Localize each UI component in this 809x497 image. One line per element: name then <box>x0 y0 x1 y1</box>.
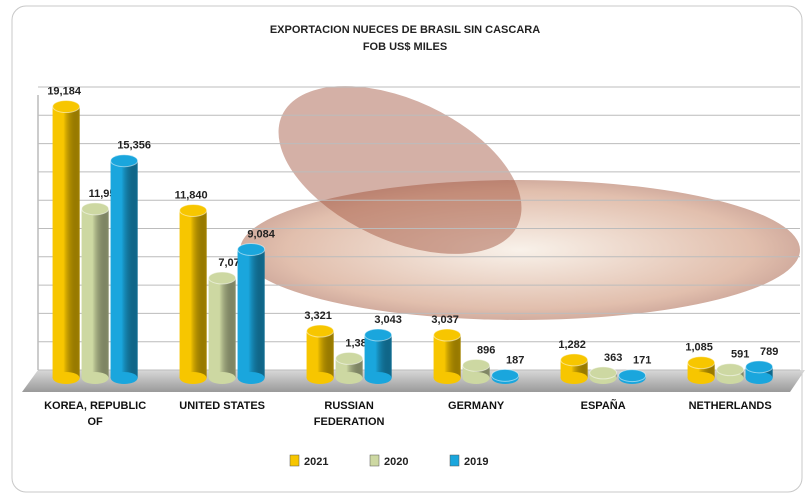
bar-bottom <box>179 372 207 384</box>
bar <box>81 202 110 384</box>
x-tick-label: UNITED STATES <box>179 400 266 412</box>
bar-top <box>364 328 393 342</box>
bar-top <box>589 366 618 380</box>
legend-label: 2021 <box>304 456 328 468</box>
bar-top <box>237 242 266 256</box>
chart-title: EXPORTACION NUECES DE BRASIL SIN CASCARA <box>270 24 540 36</box>
bar <box>110 154 139 384</box>
bar <box>491 368 520 384</box>
bar-bottom <box>81 372 109 384</box>
bar-top <box>335 351 364 365</box>
bar-bottom <box>687 372 715 384</box>
bar <box>364 328 393 384</box>
value-label: 1,282 <box>558 339 586 351</box>
value-label: 896 <box>477 344 495 356</box>
legend-label: 2019 <box>464 456 488 468</box>
bar-top <box>52 100 81 114</box>
value-label: 3,043 <box>374 314 402 326</box>
bar-top <box>491 368 520 382</box>
bar-top <box>462 358 491 372</box>
bar-shade <box>306 331 334 378</box>
bar <box>687 356 716 384</box>
chart-subtitle: FOB US$ MILES <box>363 41 447 53</box>
value-label: 363 <box>604 352 622 364</box>
bar-bottom <box>560 372 588 384</box>
bar-bottom <box>335 372 363 384</box>
bar <box>745 360 774 384</box>
bar <box>335 351 364 384</box>
value-label: 1,085 <box>685 342 713 354</box>
x-tick-label: NETHERLANDS <box>688 400 772 412</box>
bar-top <box>306 324 335 338</box>
bar-shade <box>433 335 461 378</box>
bar <box>306 324 335 384</box>
value-label: 15,356 <box>117 140 151 152</box>
bar-bottom <box>237 372 265 384</box>
bar-bottom <box>208 372 236 384</box>
value-label: 171 <box>633 355 651 367</box>
value-label: 789 <box>760 346 778 358</box>
bar <box>589 366 618 384</box>
bar-bottom <box>52 372 80 384</box>
bar-bottom <box>462 372 490 384</box>
bar <box>462 358 491 384</box>
bar <box>618 369 647 384</box>
bar-top <box>716 363 745 377</box>
bar <box>237 242 266 384</box>
floor <box>22 370 805 392</box>
value-label: 3,037 <box>431 314 459 326</box>
value-label: 591 <box>731 349 749 361</box>
bar-shade <box>208 277 236 378</box>
bar <box>179 203 208 384</box>
bar-top <box>687 356 716 370</box>
bar-top <box>560 353 589 367</box>
bar-top <box>179 203 208 217</box>
bar-top <box>81 202 110 216</box>
bar <box>560 353 589 384</box>
value-label: 187 <box>506 354 524 366</box>
bar-bottom <box>364 372 392 384</box>
bar-shade <box>179 210 207 378</box>
bar-shade <box>237 249 265 378</box>
bar <box>433 328 462 384</box>
bar-bottom <box>745 372 773 384</box>
x-tick-label: ESPAÑA <box>580 400 626 412</box>
legend-swatch <box>369 454 380 467</box>
bar <box>208 271 237 384</box>
bar-shade <box>364 334 392 378</box>
bar <box>716 363 745 384</box>
bar-top <box>618 369 647 383</box>
bar-bottom <box>306 372 334 384</box>
value-label: 19,184 <box>47 86 82 98</box>
bar-shade <box>52 106 80 379</box>
value-label: 11,840 <box>175 189 208 201</box>
bar-top <box>433 328 462 342</box>
bar-top <box>208 271 237 285</box>
background-image <box>278 86 522 254</box>
bar-top <box>745 360 774 374</box>
x-tick-label: RUSSIAN FEDERATION <box>313 400 385 428</box>
value-label: 9,084 <box>247 228 275 240</box>
bar-shade <box>81 208 109 378</box>
legend-label: 2020 <box>384 456 408 468</box>
legend-swatch <box>449 454 460 467</box>
bar-shade <box>110 160 138 378</box>
bar-top <box>110 154 139 168</box>
bar-bottom <box>110 372 138 384</box>
value-label: 3,321 <box>304 310 332 322</box>
x-tick-label: KOREA, REPUBLIC OF <box>44 400 147 428</box>
bar <box>52 100 81 384</box>
bar-bottom <box>433 372 461 384</box>
x-tick-label: GERMANY <box>448 400 505 412</box>
legend-swatch <box>289 454 300 467</box>
